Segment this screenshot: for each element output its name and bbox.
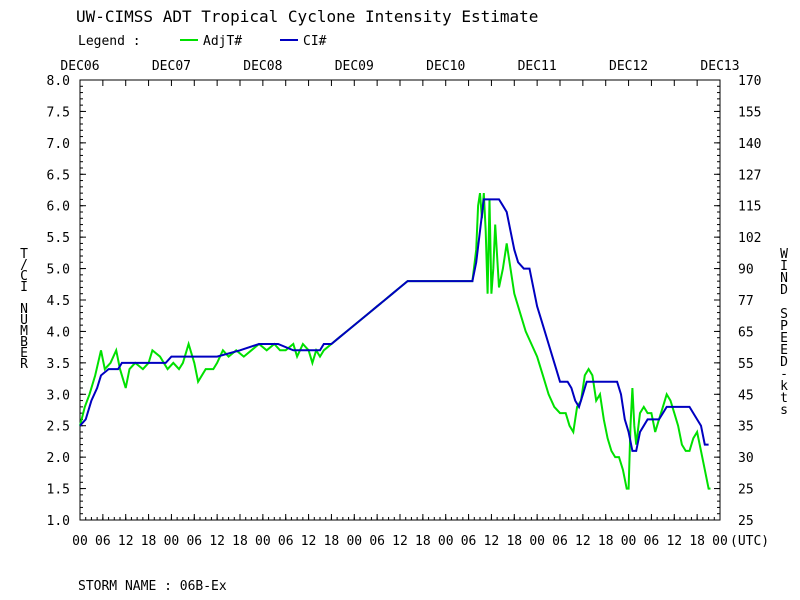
y-right-label: 30 — [738, 451, 754, 466]
x-top-label: DEC10 — [426, 59, 465, 74]
x-unit-label: (UTC) — [730, 534, 769, 549]
y-right-label: 90 — [738, 263, 754, 278]
x-bottom-label: 00 — [72, 534, 88, 549]
x-top-label: DEC13 — [700, 59, 739, 74]
y-left-label: 6.0 — [47, 200, 70, 215]
x-bottom-label: 12 — [666, 534, 682, 549]
y-right-label: 25 — [738, 483, 754, 498]
x-bottom-hour-labels: 00 06 12 18 00 06 12 18 00 06 12 18 00 06 12 18 00 06 12 18… — [72, 534, 728, 549]
x-bottom-label: 12 — [301, 534, 317, 549]
legend-label: Legend : — [78, 34, 141, 49]
x-bottom-label: 00 — [529, 534, 545, 549]
x-bottom-label: 18 — [689, 534, 705, 549]
chart-title: UW-CIMSS ADT Tropical Cyclone Intensity … — [76, 7, 538, 26]
x-bottom-label: 12 — [209, 534, 225, 549]
x-bottom-label: 06 — [644, 534, 660, 549]
y-left-label: 3.5 — [47, 357, 70, 372]
y-right-label: 25 — [738, 514, 754, 529]
legend-entry-ci: CI# — [303, 34, 327, 49]
x-bottom-label: 06 — [95, 534, 111, 549]
x-bottom-label: 00 — [712, 534, 728, 549]
legend: Legend : AdjT# CI# — [78, 34, 327, 49]
x-top-label: DEC07 — [152, 59, 191, 74]
series-lines — [79, 192, 711, 490]
x-bottom-label: 00 — [438, 534, 454, 549]
series-adjt-line — [79, 192, 711, 490]
y-left-label: 5.0 — [47, 263, 70, 278]
y-right-label: 65 — [738, 325, 754, 340]
y-right-label: 45 — [738, 388, 754, 403]
x-top-label: DEC12 — [609, 59, 648, 74]
x-bottom-label: 18 — [324, 534, 340, 549]
x-bottom-label: 06 — [278, 534, 294, 549]
x-bottom-label: 12 — [484, 534, 500, 549]
y-left-label: 7.5 — [47, 105, 70, 120]
x-bottom-label: 00 — [255, 534, 271, 549]
y-left-label: 8.0 — [47, 74, 70, 89]
y-right-label: 127 — [738, 168, 761, 183]
y-right-label: 140 — [738, 137, 761, 152]
x-bottom-label: 06 — [186, 534, 202, 549]
x-bottom-label: 12 — [575, 534, 591, 549]
y-left-label: 7.0 — [47, 137, 70, 152]
y-left-label: 5.5 — [47, 231, 70, 246]
x-bottom-label: 06 — [369, 534, 385, 549]
series-ci-line — [79, 198, 709, 452]
y-right-label: 170 — [738, 74, 761, 89]
x-top-label: DEC08 — [243, 59, 282, 74]
y-left-tick-labels: 8.0 7.5 7.0 6.5 6.0 5.5 5.0 4.5 4.0 3.5 3.0 2.5 2.0 1… — [47, 74, 70, 529]
x-bottom-label: 18 — [506, 534, 522, 549]
y-left-label: 1.0 — [47, 514, 70, 529]
x-bottom-label: 06 — [552, 534, 568, 549]
x-bottom-label: 12 — [392, 534, 408, 549]
y-right-label: 115 — [738, 200, 761, 215]
y-right-label: 102 — [738, 231, 761, 246]
storm-name: STORM NAME : 06B-Ex — [78, 579, 227, 594]
y-left-label: 3.0 — [47, 388, 70, 403]
y-left-label: 4.0 — [47, 325, 70, 340]
x-bottom-label: 00 — [621, 534, 637, 549]
x-top-date-labels: DEC06 DEC07 DEC08 DEC09 DEC10 DEC11 DEC12 DEC13 — [60, 59, 739, 74]
y-right-label: 77 — [738, 294, 754, 309]
y-right-label: 55 — [738, 357, 754, 372]
x-top-label: DEC11 — [518, 59, 557, 74]
x-bottom-label: 00 — [346, 534, 362, 549]
x-top-label: DEC09 — [335, 59, 374, 74]
y-left-label: 2.5 — [47, 420, 70, 435]
y-left-label: 6.5 — [47, 168, 70, 183]
x-bottom-label: 06 — [461, 534, 477, 549]
x-bottom-label: 00 — [164, 534, 180, 549]
y-left-label: 1.5 — [47, 483, 70, 498]
x-bottom-label: 18 — [598, 534, 614, 549]
x-bottom-label: 12 — [118, 534, 134, 549]
y-right-label: 155 — [738, 105, 761, 120]
y-right-label: 35 — [738, 420, 754, 435]
plot-frame — [79, 79, 721, 521]
legend-entry-adjt: AdjT# — [203, 34, 242, 49]
x-top-label: DEC06 — [60, 59, 99, 74]
axis-ticks — [79, 79, 721, 521]
y-left-label: 4.5 — [47, 294, 70, 309]
y-left-label: 2.0 — [47, 451, 70, 466]
x-bottom-label: 18 — [232, 534, 248, 549]
x-bottom-label: 18 — [141, 534, 157, 549]
x-bottom-label: 18 — [415, 534, 431, 549]
y-right-tick-labels: 170 155 140 127 115 102 90 77 65 55 45 35 30 25 25 — [738, 74, 761, 529]
